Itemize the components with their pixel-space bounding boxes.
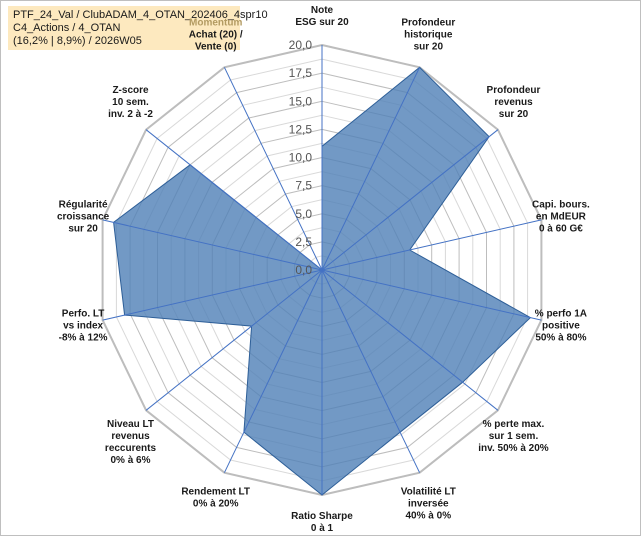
axis-label-line: revenus	[111, 431, 150, 442]
axis-spoke	[321, 269, 499, 411]
axis-label-line: croissance	[57, 212, 110, 223]
axis-label-line: Note	[311, 5, 334, 16]
axis-label: Perfo. LT vs index -8% à 12%	[59, 309, 108, 344]
axis-label-line: 0 à 1	[311, 523, 334, 534]
tick-label: 0,0	[295, 263, 312, 277]
axis-spoke	[321, 269, 421, 473]
axis-spoke	[321, 269, 542, 321]
axis-label-line: sur 20	[414, 41, 444, 52]
axis-label-line: 0% à 20%	[193, 499, 239, 510]
axis-spoke	[321, 67, 421, 271]
axis-label-line: revenus	[494, 97, 533, 108]
axis-label: % perfo 1A positive 50% à 80%	[535, 309, 587, 344]
axis-label-line: % perfo 1A	[535, 309, 587, 320]
axis-label-line: 10 sem.	[112, 97, 149, 108]
axis-label-line: 0 à 60 G€	[539, 224, 583, 235]
tick-label: 10,0	[289, 151, 313, 165]
axis-label: Rendement LT 0% à 20%	[181, 487, 250, 510]
axis-label-line: Z-score	[112, 85, 149, 96]
axis-label-line: Achat (20) /	[189, 29, 243, 40]
tick-label: 12,5	[289, 122, 313, 136]
axis-spoke	[145, 129, 323, 271]
portfolio-info-box: PTF_24_Val / ClubADAM_4_OTAN_202406_4spr…	[8, 6, 268, 50]
axis-label-line: % perte max.	[483, 419, 545, 430]
tick-label: 2,5	[295, 235, 312, 249]
axis-label-line: Vente (0)	[195, 41, 237, 52]
axis-label-line: 0% à 6%	[110, 455, 150, 466]
axis-label-line: inversée	[408, 499, 449, 510]
axis-label: Régularité croissance sur 20	[57, 200, 110, 235]
axis-spoke	[321, 219, 542, 271]
tick-label: 20,0	[289, 38, 313, 52]
axis-label: Z-score 10 sem. inv. 2 à -2	[108, 85, 153, 120]
axis-spoke	[102, 219, 323, 271]
tick-label: 5,0	[295, 207, 312, 221]
radar-spokes	[102, 45, 542, 495]
axis-label: % perte max. sur 1 sem. inv. 50% à 20%	[478, 419, 549, 454]
info-line-3: (16,2% | 8,9%) / 2026W05	[13, 35, 142, 47]
axis-label: Capi. bours. en MdEUR 0 à 60 G€	[532, 200, 590, 235]
axis-label-line: vs index	[63, 321, 103, 332]
radar-tick-labels: 0,0 2,5 5,0 7,5 10,0 12,5 15,0 17,5 20,0	[289, 38, 313, 277]
axis-label: Profondeur revenus sur 20	[487, 85, 541, 120]
axis-label-line: Profondeur	[487, 85, 541, 96]
axis-label-line: inv. 2 à -2	[108, 109, 153, 120]
info-line-2: C4_Actions / 4_OTAN	[13, 22, 121, 34]
axis-label-line: 50% à 80%	[535, 333, 586, 344]
axis-label-line: -8% à 12%	[59, 333, 108, 344]
tick-label: 7,5	[295, 179, 312, 193]
info-line-1: PTF_24_Val / ClubADAM_4_OTAN_202406_4spr…	[13, 9, 268, 21]
axis-spoke	[321, 129, 499, 271]
axis-label-line: sur 20	[68, 224, 98, 235]
axis-label: Ratio Sharpe 0 à 1	[291, 511, 353, 534]
axis-label-line: en MdEUR	[536, 212, 587, 223]
axis-label-line: Ratio Sharpe	[291, 511, 353, 522]
axis-spoke	[145, 269, 323, 411]
axis-spoke	[102, 269, 323, 321]
axis-label-line: Volatilité LT	[401, 487, 456, 498]
axis-label-line: sur 1 sem.	[489, 431, 539, 442]
axis-label-line: Profondeur	[401, 17, 455, 28]
axis-label-line: Régularité	[59, 200, 108, 211]
axis-label-line: sur 20	[499, 109, 529, 120]
axis-label-line: Niveau LT	[107, 419, 154, 430]
axis-label-line: ESG sur 20	[295, 17, 349, 28]
axis-label-line: Momentum	[189, 17, 242, 28]
axis-label-line: Rendement LT	[181, 487, 250, 498]
axis-label-line: Capi. bours.	[532, 200, 590, 211]
axis-spoke	[223, 269, 323, 473]
radar-axis-labels: Note ESG sur 20 Profondeur historique sur 20…	[57, 5, 590, 534]
axis-label: Momentum Achat (20) / Vente (0)	[189, 17, 243, 52]
axis-label-line: Perfo. LT	[62, 309, 105, 320]
axis-label: Note ESG sur 20	[295, 5, 349, 28]
axis-label: Niveau LT revenus reccurents 0% à 6%	[105, 419, 157, 466]
axis-label-line: reccurents	[105, 443, 157, 454]
axis-spoke	[223, 67, 323, 271]
axis-label-line: historique	[404, 29, 453, 40]
axis-label-line: inv. 50% à 20%	[478, 443, 549, 454]
axis-label-line: positive	[542, 321, 580, 332]
axis-label-line: 40% à 0%	[406, 511, 452, 522]
axis-label: Volatilité LT inversée 40% à 0%	[401, 487, 456, 522]
axis-label: Profondeur historique sur 20	[401, 17, 455, 52]
tick-label: 17,5	[289, 66, 313, 80]
tick-label: 15,0	[289, 94, 313, 108]
